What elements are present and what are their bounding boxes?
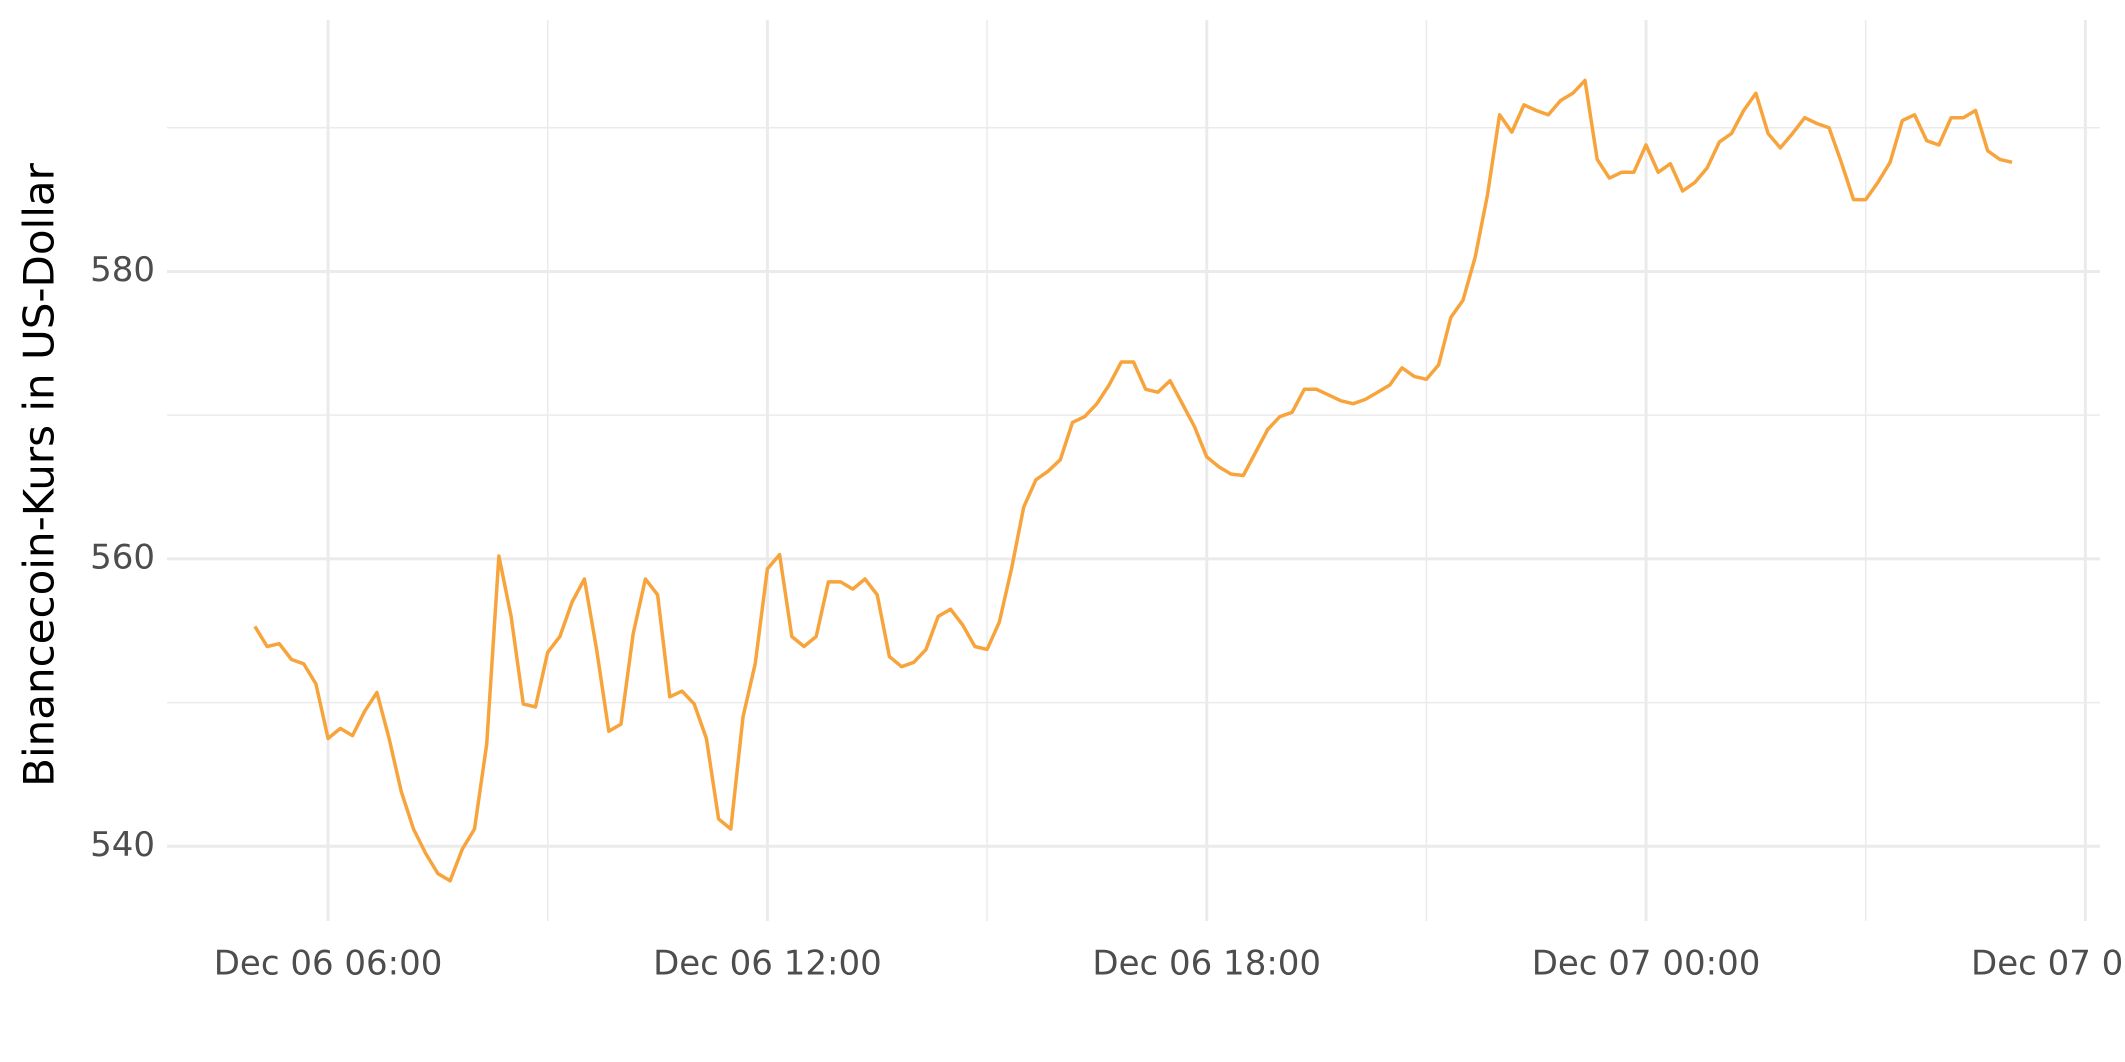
y-axis-title: Binancecoin-Kurs in US-Dollar [15, 162, 64, 786]
x-tick-label: Dec 06 06:00 [214, 944, 443, 984]
y-tick-label: 560 [90, 537, 155, 577]
y-tick-label: 580 [90, 250, 155, 290]
price-line [253, 78, 2013, 883]
x-tick-label: Dec 06 18:00 [1092, 944, 1321, 984]
x-tick-label: Dec 06 12:00 [653, 944, 882, 984]
x-tick-label: Dec 07 00:00 [1532, 944, 1761, 984]
x-tick-label: Dec 07 06:00 [1971, 944, 2125, 984]
y-tick-label: 540 [90, 825, 155, 865]
